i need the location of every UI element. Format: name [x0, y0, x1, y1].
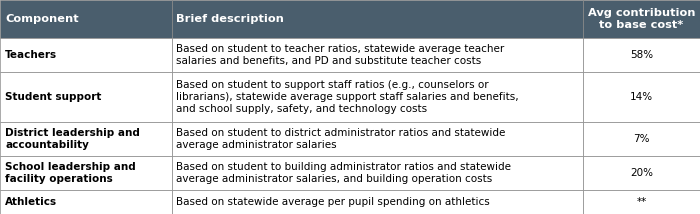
Text: Avg contribution
to base cost*: Avg contribution to base cost*: [588, 8, 695, 30]
Text: Based on student to support staff ratios (e.g., counselors or
librarians), state: Based on student to support staff ratios…: [176, 80, 519, 114]
Text: Athletics: Athletics: [5, 197, 57, 207]
Text: 7%: 7%: [634, 134, 650, 144]
Text: Based on statewide average per pupil spending on athletics: Based on statewide average per pupil spe…: [176, 197, 490, 207]
Bar: [583, 122, 700, 156]
Bar: [583, 38, 700, 72]
Bar: [172, 190, 583, 214]
Text: School leadership and
facility operations: School leadership and facility operation…: [5, 162, 136, 184]
Text: **: **: [636, 197, 647, 207]
Bar: [583, 72, 700, 122]
Text: Based on student to district administrator ratios and statewide
average administ: Based on student to district administrat…: [176, 128, 506, 150]
Bar: [0, 72, 172, 122]
Text: Student support: Student support: [5, 92, 102, 102]
Bar: [583, 0, 700, 38]
Bar: [172, 156, 583, 190]
Bar: [0, 190, 172, 214]
Text: Teachers: Teachers: [5, 50, 57, 60]
Text: 20%: 20%: [630, 168, 653, 178]
Bar: [0, 38, 172, 72]
Text: Component: Component: [5, 14, 78, 24]
Text: Based on student to teacher ratios, statewide average teacher
salaries and benef: Based on student to teacher ratios, stat…: [176, 44, 505, 66]
Bar: [0, 122, 172, 156]
Bar: [172, 0, 583, 38]
Bar: [583, 156, 700, 190]
Text: Based on student to building administrator ratios and statewide
average administ: Based on student to building administrat…: [176, 162, 512, 184]
Bar: [0, 156, 172, 190]
Bar: [172, 122, 583, 156]
Bar: [172, 72, 583, 122]
Bar: [583, 190, 700, 214]
Text: Brief description: Brief description: [176, 14, 284, 24]
Text: District leadership and
accountability: District leadership and accountability: [5, 128, 140, 150]
Bar: [0, 0, 172, 38]
Text: 58%: 58%: [630, 50, 653, 60]
Bar: [172, 38, 583, 72]
Text: 14%: 14%: [630, 92, 653, 102]
